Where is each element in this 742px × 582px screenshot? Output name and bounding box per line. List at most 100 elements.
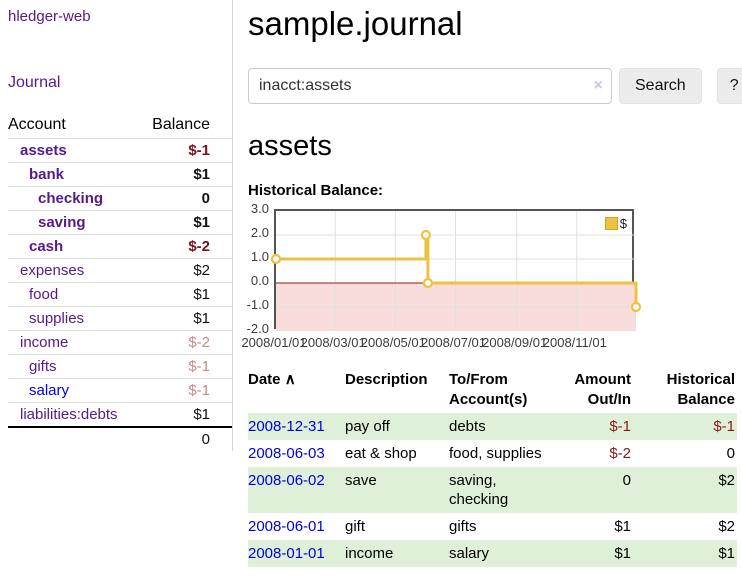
chart-legend: $ <box>604 215 627 231</box>
accounts-total-row: 0 <box>8 426 232 451</box>
transaction-accounts: saving, checking <box>449 471 509 508</box>
account-row: gifts $-1 <box>8 354 232 379</box>
register-header-balance: Historical Balance <box>666 370 735 408</box>
account-link-income[interactable]: income <box>20 334 69 351</box>
account-link-cash[interactable]: cash <box>29 238 64 255</box>
account-balance: $1 <box>137 282 232 307</box>
search-form: × Search ? <box>248 67 742 104</box>
register-header-row: Date ∧ Description To/From Account(s) Am… <box>248 367 737 413</box>
register-header-accounts: To/From Account(s) <box>449 370 528 408</box>
transaction-balance: $-1 <box>713 417 735 435</box>
help-button[interactable]: ? <box>716 67 742 104</box>
transaction-balance: $1 <box>718 544 735 562</box>
account-row: checking 0 <box>8 186 232 211</box>
transaction-accounts: debts <box>449 417 486 435</box>
transaction-amount: $-2 <box>609 444 631 462</box>
transaction-accounts: food, supplies <box>449 444 542 462</box>
search-button[interactable]: Search <box>619 67 702 104</box>
account-balance: $1 <box>137 306 232 331</box>
sidebar: hledger-web Journal Account Balance asse… <box>0 0 233 451</box>
account-link-salary[interactable]: salary <box>29 382 70 399</box>
x-axis-tick-label: 2008/11/01 <box>542 334 607 350</box>
transaction-accounts: gifts <box>449 517 477 535</box>
page-title: sample.journal <box>248 5 463 42</box>
transaction-amount: 0 <box>622 471 631 489</box>
legend-label: $ <box>619 215 627 231</box>
x-axis-tick-label: 2008/09/01 <box>482 334 548 350</box>
account-row: food $1 <box>8 282 232 307</box>
account-link-supplies[interactable]: supplies <box>29 310 85 327</box>
sort-ascending-icon: ∧ <box>284 370 296 388</box>
account-balance: $-1 <box>137 138 232 163</box>
account-link-expenses[interactable]: expenses <box>20 262 85 279</box>
register-row: 2008-12-31 pay off debts $-1 $-1 <box>248 412 737 440</box>
account-link-gifts[interactable]: gifts <box>29 358 57 375</box>
account-row: income $-2 <box>8 330 232 355</box>
account-row: cash $-2 <box>8 234 232 259</box>
account-link-assets[interactable]: assets <box>20 142 67 159</box>
register-row: 2008-06-01 gift gifts $1 $2 <box>248 513 737 540</box>
chart-title: Historical Balance: <box>248 181 384 199</box>
x-axis-tick-label: 2008/03/01 <box>300 334 366 350</box>
legend-swatch-icon <box>604 216 618 230</box>
nav-journal-link[interactable]: Journal <box>8 74 61 91</box>
account-balance: 0 <box>137 186 232 211</box>
register-header-amount: Amount Out/In <box>574 370 631 408</box>
transaction-amount: $1 <box>614 544 631 562</box>
account-balance: $1 <box>137 210 232 235</box>
clear-search-icon[interactable]: × <box>593 76 603 94</box>
register-header-date[interactable]: Date ∧ <box>248 370 296 388</box>
transaction-description: pay off <box>345 417 390 435</box>
y-axis-tick-label: -2.0 <box>246 320 269 336</box>
transaction-description: eat & shop <box>345 444 417 462</box>
account-row: bank $1 <box>8 162 232 187</box>
account-link-food[interactable]: food <box>29 286 59 303</box>
accounts-table: Account Balance assets $-1 bank $1 checking 0… <box>8 113 232 451</box>
transaction-amount: $-1 <box>609 417 631 435</box>
account-link-liabilities-debts[interactable]: liabilities:debts <box>20 406 118 423</box>
account-row: salary $-1 <box>8 378 232 403</box>
y-axis-tick-label: 2.0 <box>250 224 269 240</box>
y-axis-tick-label: 0.0 <box>250 272 269 288</box>
transaction-date-link[interactable]: 2008-12-31 <box>248 417 325 435</box>
accounts-total-value: 0 <box>137 426 232 451</box>
y-axis-tick-label: 3.0 <box>250 200 269 216</box>
search-input[interactable] <box>248 67 612 104</box>
transaction-amount: $1 <box>614 517 631 535</box>
transaction-description: income <box>345 544 394 562</box>
register-table: Date ∧ Description To/From Account(s) Am… <box>248 367 737 567</box>
account-row: supplies $1 <box>8 306 232 331</box>
transaction-date-link[interactable]: 2008-01-01 <box>248 544 325 562</box>
account-row: assets $-1 <box>8 138 232 163</box>
accounts-header-balance: Balance <box>152 116 210 133</box>
register-row: 2008-06-02 save saving, checking 0 $2 <box>248 466 737 513</box>
y-axis-tick-label: -1.0 <box>246 296 269 312</box>
account-balance: $1 <box>137 402 232 427</box>
main-content: sample.journal × Search ? assets Histori… <box>233 0 742 567</box>
account-balance: $-2 <box>137 234 232 259</box>
register-row: 2008-01-01 income salary $1 $1 <box>248 539 737 567</box>
account-link-bank[interactable]: bank <box>29 166 65 183</box>
transaction-date-link[interactable]: 2008-06-03 <box>248 444 325 462</box>
x-axis-tick-label: 2008/01/01 <box>241 334 307 350</box>
brand-link[interactable]: hledger-web <box>8 8 91 25</box>
x-axis-tick-label: 2008/05/01 <box>360 334 426 350</box>
account-link-saving[interactable]: saving <box>38 214 86 231</box>
y-axis-tick-label: 1.0 <box>250 248 269 264</box>
transaction-date-link[interactable]: 2008-06-01 <box>248 517 325 535</box>
account-balance: $-1 <box>137 378 232 403</box>
historical-balance-chart: 3.0 2.0 1.0 0.0 -1.0 -2.0 $2008/01/01 2008/03/0… <box>241 201 661 350</box>
transaction-description: gift <box>345 517 366 535</box>
register-header-description: Description <box>345 370 428 388</box>
account-link-checking[interactable]: checking <box>38 190 104 207</box>
search-box: × <box>248 67 612 104</box>
transaction-date-link[interactable]: 2008-06-02 <box>248 471 325 489</box>
transaction-balance: $2 <box>718 517 735 535</box>
transaction-description: save <box>345 471 377 489</box>
x-axis-tick-label: 2008/07/01 <box>420 334 487 350</box>
account-balance: $1 <box>137 162 232 187</box>
transaction-balance: $2 <box>718 471 735 489</box>
transaction-accounts: salary <box>449 544 490 562</box>
account-row: expenses $2 <box>8 258 232 283</box>
chart-plot-area: $ <box>270 208 642 331</box>
